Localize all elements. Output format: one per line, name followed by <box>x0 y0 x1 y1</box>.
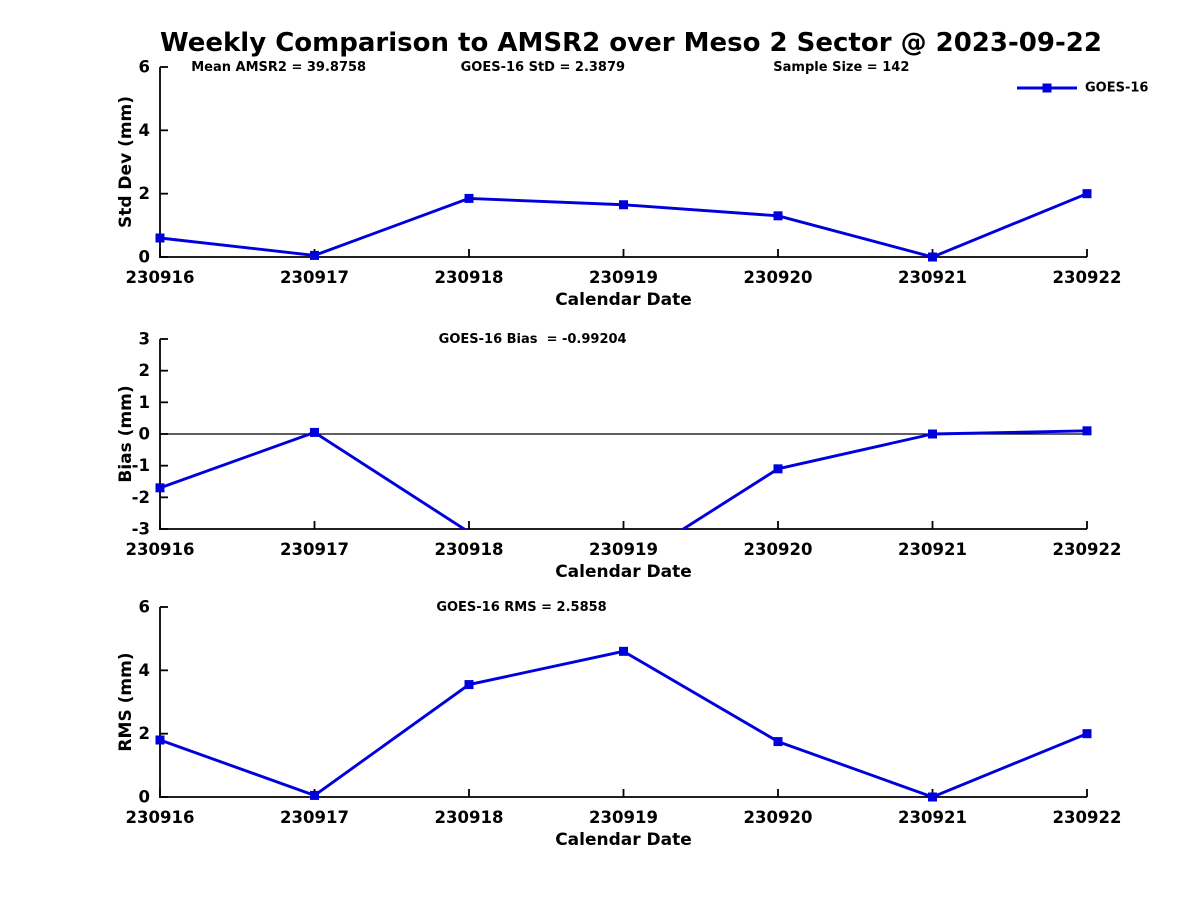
y-tick-label: 6 <box>139 598 150 617</box>
y-tick-label: 4 <box>139 661 150 680</box>
data-point-marker <box>928 429 937 439</box>
x-tick-label: 230916 <box>126 808 195 827</box>
y-tick-label: 3 <box>139 330 150 349</box>
annotation-stddev-1: GOES-16 StD = 2.3879 <box>461 60 625 75</box>
annotation-stddev-0: Mean AMSR2 = 39.8758 <box>191 60 366 75</box>
x-tick-label: 230917 <box>280 808 349 827</box>
x-tick-label: 230919 <box>589 268 658 287</box>
y-tick-label: 0 <box>139 425 150 444</box>
y-axis-label: Std Dev (mm) <box>116 96 136 228</box>
data-point-marker <box>619 646 628 656</box>
data-point-marker <box>1082 426 1092 436</box>
subplot-stddev: 0 2 4 6 230916 230917 230918 230919 230920 230921… <box>116 58 1148 311</box>
x-tick-label: 230917 <box>280 540 349 559</box>
x-tick-label: 230922 <box>1053 268 1122 287</box>
x-tick-label: 230917 <box>280 268 349 287</box>
x-tick-label: 230921 <box>898 808 967 827</box>
data-point-marker <box>310 250 319 260</box>
y-tick-label: 2 <box>139 361 150 380</box>
data-point-marker <box>155 483 165 493</box>
y-tick-label: 0 <box>139 248 150 267</box>
y-tick-label: -1 <box>132 456 150 475</box>
y-tick-label: 2 <box>139 724 150 743</box>
data-point-marker <box>928 252 937 262</box>
x-axis-label: Calendar Date <box>555 562 692 582</box>
x-tick-label: 230921 <box>898 268 967 287</box>
series-line <box>158 649 1089 797</box>
data-point-marker <box>310 427 319 437</box>
data-point-marker <box>310 790 319 800</box>
y-tick-label: 4 <box>139 121 150 140</box>
data-point-marker <box>155 735 165 745</box>
x-tick-label: 230922 <box>1053 808 1122 827</box>
legend-label: GOES-16 <box>1085 81 1148 96</box>
y-tick-label: 6 <box>139 58 150 77</box>
x-tick-label: 230921 <box>898 540 967 559</box>
data-point-marker <box>773 211 783 221</box>
y-tick-label: 0 <box>139 788 150 807</box>
x-tick-label: 230918 <box>435 540 504 559</box>
data-point-marker <box>619 200 628 210</box>
x-tick-label: 230920 <box>744 540 813 559</box>
annotation-rms-0: GOES-16 RMS = 2.5858 <box>436 600 606 615</box>
x-tick-label: 230916 <box>126 268 195 287</box>
subplot-bias: -3 -2 -1 0 1 2 3 230916 230917 230918 230919 230920… <box>116 330 1121 583</box>
y-axis-label: RMS (mm) <box>116 652 136 751</box>
y-tick-label: 2 <box>139 184 150 203</box>
x-tick-label: 230916 <box>126 540 195 559</box>
x-tick-label: 230920 <box>744 808 813 827</box>
y-tick-label: -2 <box>132 488 150 507</box>
data-point-marker <box>1082 189 1092 199</box>
data-point-marker <box>155 233 165 243</box>
annotation-stddev-2: Sample Size = 142 <box>773 60 909 75</box>
x-tick-label: 230920 <box>744 268 813 287</box>
subplot-rms: 0 2 4 6 230916 230917 230918 230919 230920 230921… <box>116 598 1121 851</box>
x-tick-label: 230918 <box>435 808 504 827</box>
y-tick-label: 1 <box>139 393 150 412</box>
annotation-bias-0: GOES-16 Bias = -0.99204 <box>439 332 627 347</box>
x-tick-label: 230919 <box>589 808 658 827</box>
y-axis-label: Bias (mm) <box>116 385 136 482</box>
x-tick-label: 230919 <box>589 540 658 559</box>
data-point-marker <box>1082 729 1092 739</box>
x-tick-label: 230918 <box>435 268 504 287</box>
x-axis-label: Calendar Date <box>555 290 692 310</box>
x-axis-label: Calendar Date <box>555 830 692 850</box>
data-point-marker <box>773 464 783 474</box>
y-tick-label: -3 <box>132 520 150 539</box>
data-point-marker <box>464 680 474 690</box>
data-point-marker <box>464 193 474 203</box>
x-tick-label: 230922 <box>1053 540 1122 559</box>
figure-title: Weekly Comparison to AMSR2 over Meso 2 S… <box>160 28 1102 58</box>
data-point-marker <box>928 792 937 802</box>
legend-marker <box>1042 83 1052 93</box>
data-point-marker <box>773 737 783 747</box>
